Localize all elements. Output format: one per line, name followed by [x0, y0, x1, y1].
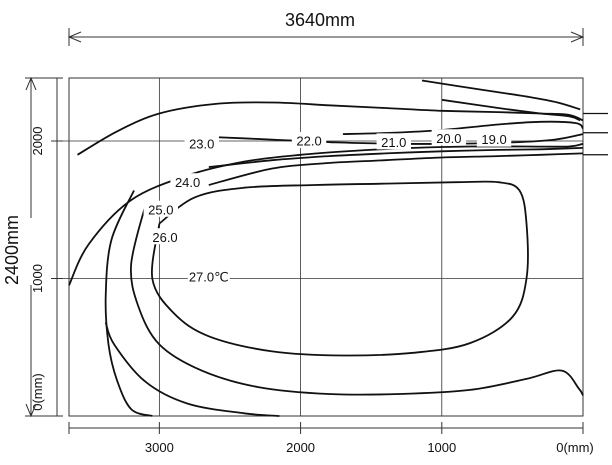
- x-tick-label: 2000: [286, 440, 315, 455]
- y-tick-label: 0(mm): [30, 373, 45, 411]
- dimension-arrow-top: [25, 76, 37, 91]
- contour-line-22: [208, 133, 584, 145]
- y-tick-label: 2000: [30, 127, 45, 156]
- x-tick-label: 1000: [427, 440, 456, 455]
- contour-label: 25.0: [148, 202, 173, 217]
- contour-line-21: [342, 120, 584, 135]
- dimension-arrow-left: [67, 31, 82, 43]
- contour-line-25: [104, 190, 153, 417]
- axes: 3000 2000 1000 0(mm) 0(mm) 1000 2000: [30, 77, 594, 455]
- contour-label-bg: [431, 129, 467, 146]
- contour-label: 26.0: [152, 230, 177, 245]
- dimension-arrow-bottom: [25, 403, 37, 418]
- x-tick-label: 3000: [145, 440, 174, 455]
- contour-line-26: [129, 205, 584, 396]
- dimension-lines: 3640mm 2400mm: [2, 10, 585, 418]
- dimension-arrow-right: [570, 31, 585, 43]
- contour-label-bg: [147, 228, 183, 245]
- contour-label: 19.0: [481, 132, 506, 147]
- contour-label: 27.0℃: [189, 270, 229, 285]
- contour-lines: [68, 79, 608, 417]
- plot-border: [68, 77, 584, 417]
- contour-label-bg: [170, 173, 205, 190]
- contour-labels: 19.0 20.0 21.0 22.0 23.0 24.025.0 26.0 27.0℃: [143, 129, 512, 285]
- contour-label-bg: [143, 200, 178, 217]
- contour-label: 21.0: [381, 135, 406, 150]
- contour-label-bg: [476, 130, 512, 147]
- contour-label: 24.0: [175, 175, 200, 190]
- contour-label: 22.0: [296, 134, 321, 149]
- contour-label: 20.0: [436, 131, 461, 146]
- dimension-label-width: 3640mm: [285, 10, 355, 30]
- contour-label: 23.0: [189, 136, 214, 151]
- contour-label-bg: [187, 268, 230, 285]
- y-tick-label: 1000: [30, 264, 45, 293]
- contour-line-24: [104, 322, 280, 417]
- contour-line-27: [150, 180, 529, 357]
- contour-label-bg: [184, 134, 219, 151]
- x-tick-label: 0(mm): [556, 440, 594, 455]
- contour-line-25: [208, 147, 584, 168]
- contour-label-bg: [291, 132, 327, 148]
- plot-frame: [68, 77, 584, 417]
- contour-line-19: [421, 79, 581, 111]
- contour-line-23: [77, 101, 584, 156]
- contour-label-bg: [376, 133, 411, 150]
- contour-line-26: [208, 152, 584, 186]
- dimension-label-height: 2400mm: [2, 215, 22, 285]
